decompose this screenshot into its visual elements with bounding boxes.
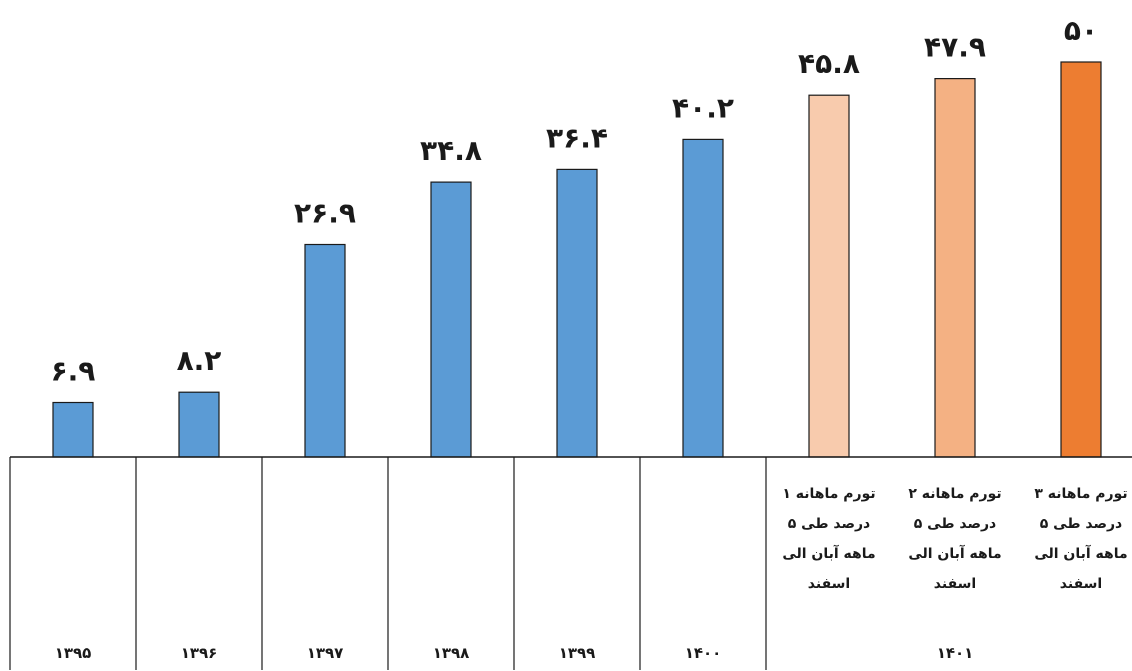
value-label-0: ۶.۹ (51, 355, 96, 388)
category-label-line: درصد طی ۵ (1040, 516, 1123, 532)
value-label-4: ۳۶.۴ (546, 121, 608, 154)
value-label-8: ۵۰ (1064, 14, 1098, 47)
bar-7 (934, 77, 976, 458)
bar-5 (682, 138, 724, 458)
bar-1 (178, 391, 220, 458)
value-label-2: ۲۶.۹ (294, 197, 356, 230)
bar-4 (556, 168, 598, 458)
value-label-1: ۸.۲ (177, 344, 222, 377)
category-table: ۱۳۹۵ ۱۳۹۶ ۱۳۹۷ ۱۳۹۸ ۱۳۹۹ ۱۴۰۰ ۱۴۰۱ تورم ماهانه … (9, 456, 1132, 670)
category-label-line: تورم ماهانه ۳ (1034, 486, 1127, 502)
category-label-line: ماهه آبان الی (908, 544, 1001, 562)
bar-8 (1060, 61, 1102, 458)
group-label-5: ۱۴۰۰ (685, 644, 722, 662)
category-label-line: اسفند (1060, 576, 1102, 592)
group-label-3: ۱۳۹۸ (433, 644, 470, 662)
category-label-line: ماهه آبان الی (1034, 544, 1127, 562)
category-label-7: تورم ماهانه ۲ درصد طی ۵ ماهه آبان الی اسفند (908, 486, 1001, 592)
group-label-2: ۱۳۹۷ (307, 644, 344, 662)
bar-6 (808, 94, 850, 458)
category-label-line: درصد طی ۵ (914, 516, 997, 532)
value-labels-layer: ۶.۹ ۸.۲ ۲۶.۹ ۳۴.۸ ۳۶.۴ ۴۰.۲ ۴۵.۸ ۴۷.۹ ۵۰ (51, 14, 1099, 388)
category-label-line: تورم ماهانه ۲ (908, 486, 1001, 502)
category-label-line: درصد طی ۵ (788, 516, 871, 532)
category-label-6: تورم ماهانه ۱ درصد طی ۵ ماهه آبان الی اسفند (782, 486, 875, 592)
category-label-line: تورم ماهانه ۱ (782, 486, 875, 502)
bars-layer (52, 61, 1102, 458)
category-label-line: اسفند (808, 576, 850, 592)
category-label-line: ماهه آبان الی (782, 544, 875, 562)
group-label-6: ۱۴۰۱ (937, 644, 974, 662)
value-label-5: ۴۰.۲ (672, 91, 734, 124)
value-label-3: ۳۴.۸ (420, 134, 482, 167)
bar-3 (430, 181, 472, 458)
bar-2 (304, 243, 346, 458)
group-label-4: ۱۳۹۹ (559, 644, 596, 662)
value-label-7: ۴۷.۹ (924, 31, 986, 64)
value-label-6: ۴۵.۸ (798, 47, 860, 80)
category-label-line: اسفند (934, 576, 976, 592)
bar-0 (52, 401, 94, 458)
category-label-8: تورم ماهانه ۳ درصد طی ۵ ماهه آبان الی اسفند (1034, 486, 1127, 592)
group-label-1: ۱۳۹۶ (181, 644, 218, 662)
group-label-0: ۱۳۹۵ (55, 644, 92, 662)
